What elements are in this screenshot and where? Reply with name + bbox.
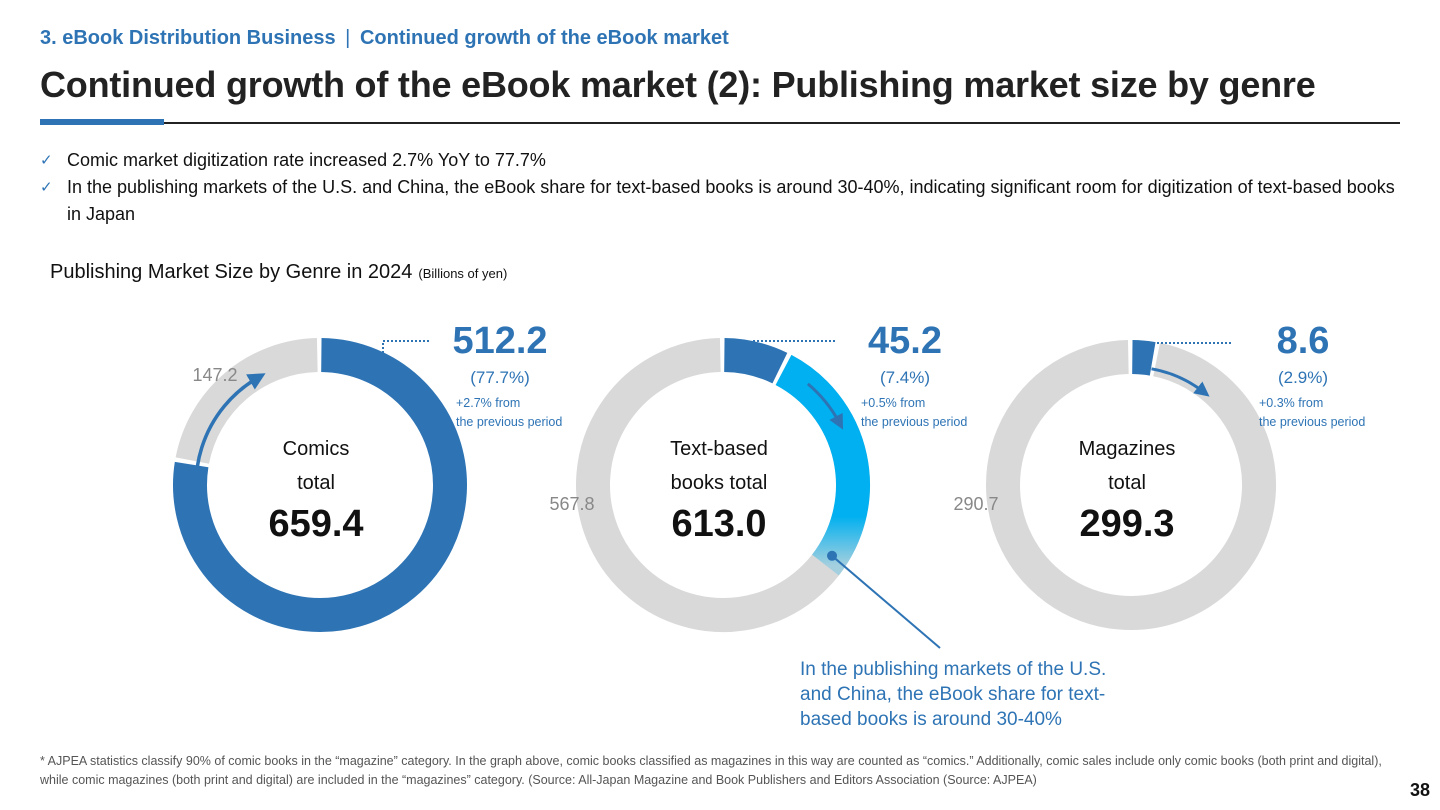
remainder-value-label: 290.7 [953,494,998,514]
center-label: Comics [283,438,350,460]
center-label: total [1108,472,1146,494]
potential-share-band [775,354,870,576]
checkmark-icon: ✓ [40,151,53,169]
callout-line [831,555,941,649]
donut-slice-remainder [986,340,1276,630]
center-total: 299.3 [1079,503,1174,545]
growth-arrow [194,373,266,539]
ebook-value-label: 512.2 [452,320,547,362]
ebook-change-label: the previous period [1259,415,1365,429]
donut-slice-ebook [723,338,788,384]
page-title: Continued growth of the eBook market (2)… [40,64,1316,105]
title-accent-bar [40,119,164,125]
chart-title: Publishing Market Size by Genre in 2024 [50,261,413,283]
ebook-change-label: the previous period [456,415,562,429]
bullet-text: In the publishing markets of the U.S. an… [67,177,1395,224]
breadcrumb-topic: Continued growth of the eBook market [359,27,729,49]
bullet-list: ✓ Comic market digitization rate increas… [40,147,1400,228]
chart-unit: (Billions of yen) [418,266,508,281]
checkmark-icon: ✓ [40,178,53,196]
center-label: total [297,472,335,494]
remainder-value-label: 567.8 [549,494,594,514]
donut-slice-ebook [173,338,467,632]
bullet-text: Comic market digitization rate increased… [67,150,546,170]
callout-text: and China, the eBook share for text- [800,684,1105,705]
center-total: 659.4 [268,503,363,545]
bullet-item: ✓ Comic market digitization rate increas… [40,147,1400,174]
center-label: books total [671,472,768,494]
page-number: 38 [1409,780,1430,800]
ebook-change-label: the previous period [861,415,967,429]
center-label: Text-based [670,438,768,460]
ebook-value-label: 45.2 [868,320,942,362]
title-divider [40,122,1400,124]
remainder-value-label: 147.2 [192,365,237,385]
callout-text: based books is around 30-40% [800,709,1062,730]
donut-slice-remainder [175,338,319,465]
footnote: * AJPEA statistics classify 90% of comic… [40,754,1382,787]
leader-line [1144,342,1233,367]
bullet-item: ✓ In the publishing markets of the U.S. … [40,174,1400,228]
donut-slice-ebook [1131,340,1156,376]
callout-text: In the publishing markets of the U.S. [800,659,1106,680]
leader-line [752,340,835,365]
center-label: Magazines [1079,438,1176,460]
ebook-share-label: (2.9%) [1278,368,1328,387]
breadcrumb-separator: | [345,27,351,49]
breadcrumb: 3. eBook Distribution Business | Continu… [40,27,729,50]
growth-arrow [1151,367,1210,397]
chart-heading: Publishing Market Size by Genre in 2024 (… [50,261,507,284]
ebook-change-label: +0.3% from [1259,396,1323,410]
center-total: 613.0 [671,503,766,545]
ebook-value-label: 8.6 [1277,320,1330,362]
breadcrumb-section: 3. eBook Distribution Business [40,27,336,49]
ebook-share-label: (77.7%) [470,368,530,387]
leader-line [382,340,430,365]
ebook-change-label: +2.7% from [456,396,520,410]
growth-arrow [806,382,844,430]
ebook-share-label: (7.4%) [880,368,930,387]
ebook-change-label: +0.5% from [861,396,925,410]
